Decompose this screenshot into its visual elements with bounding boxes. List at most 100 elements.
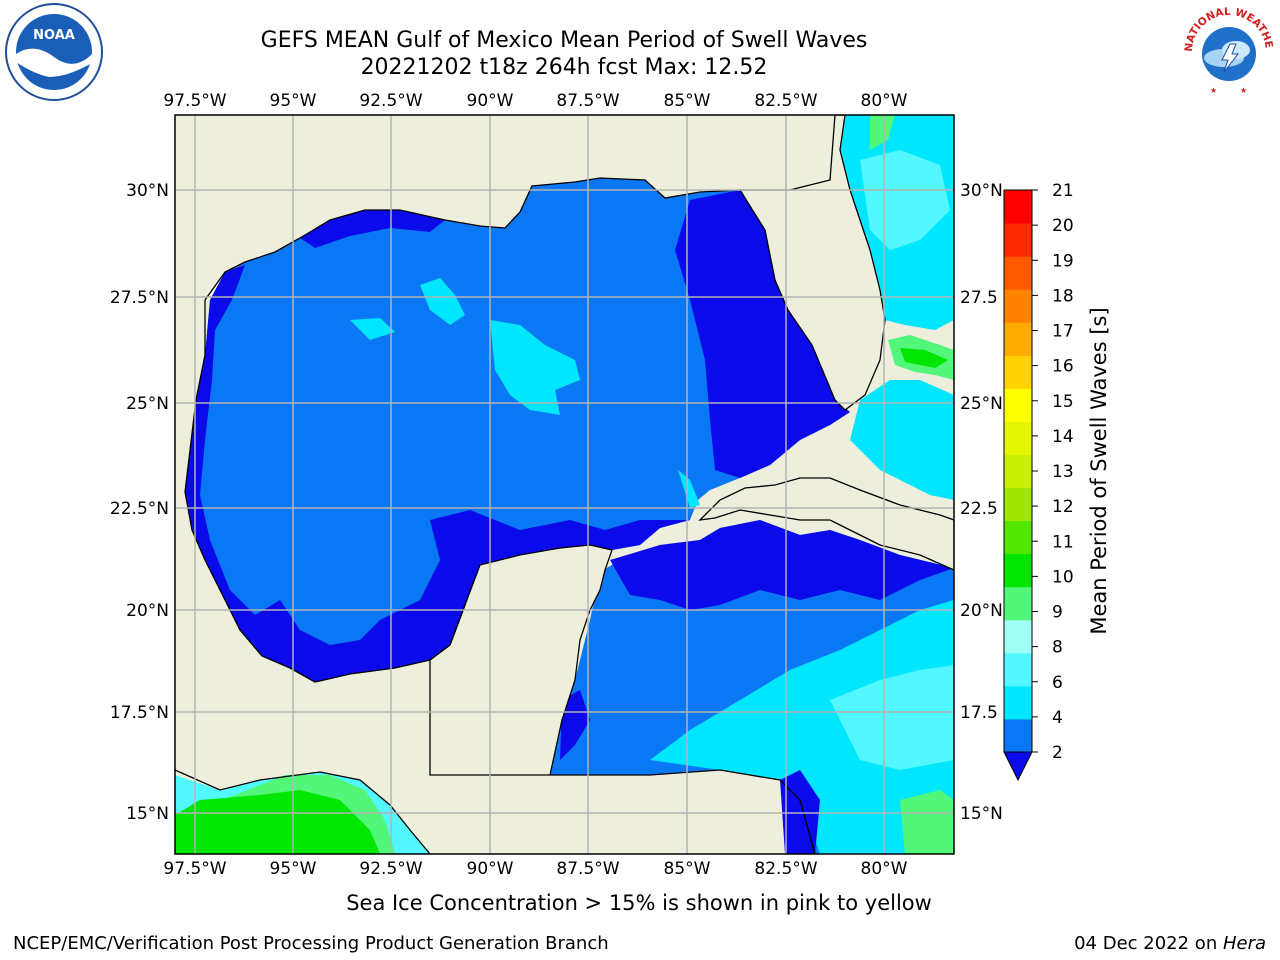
lon-labels-bottom: 97.5°W 95°W 92.5°W 90°W 87.5°W 85°W 82.5… [163,859,907,879]
cuba-land [698,477,954,571]
svg-text:★: ★ [1240,86,1247,95]
lat-labels-right: 30°N 27.5 25°N 22.5 20°N 17.5 15°N [960,181,1003,824]
pacific-bright-green [175,790,380,854]
lat-label: 20°N [960,601,1003,621]
colorbar-tick-label: 17 [1052,322,1074,342]
colorbar-segment [1004,289,1032,323]
colorbar-segment [1004,322,1032,356]
caribbean-dark [610,520,954,610]
lon-label: 90°W [467,859,514,879]
colorbar-tick-label: 13 [1052,462,1074,482]
gulf-dark-east [675,190,850,478]
lat-label: 30°N [960,181,1003,201]
colorbar-tick-label: 21 [1052,181,1074,201]
colorbar-segment [1004,652,1032,687]
map-subtitle: 20221202 t18z 264h fcst Max: 12.52 [360,55,768,80]
lat-label: 27.5°N [110,288,169,308]
nws-logo-icon: NATIONAL WEATHER SERVICE ★ ★ [1178,0,1275,98]
colorbar-segment [1004,520,1032,555]
atlantic-green [870,115,895,150]
lon-label: 92.5°W [359,859,422,879]
footer-host: Hera [1222,933,1266,954]
colorbar-segment [1004,190,1032,224]
caribbean-light [830,665,954,770]
footer-date: 04 Dec 2022 on Hera [1074,933,1266,954]
lat-label: 17.5°N [110,703,169,723]
svg-text:★: ★ [1210,86,1217,95]
lat-label: 25°N [126,394,169,414]
colorbar-segment [1004,454,1032,489]
colorbar-tick-label: 2 [1052,743,1063,763]
lon-label: 92.5°W [359,91,422,111]
colorbar-segment [1004,355,1032,389]
footer-branch: NCEP/EMC/Verification Post Processing Pr… [13,933,609,954]
lon-label: 90°W [467,91,514,111]
footer-date-text: 04 Dec 2022 on [1074,933,1223,954]
colorbar-segment [1004,685,1032,720]
colorbar-segments [1004,190,1032,753]
louisiana-coast [204,177,741,301]
lon-label: 95°W [270,91,317,111]
gulf-ocean [185,178,850,682]
gulf-cyan-strait [678,470,700,508]
caribbean-dark-south [780,770,820,854]
colorbar-tick-label: 16 [1052,357,1074,377]
lat-label: 15°N [960,804,1003,824]
caribbean-cyan [650,600,954,854]
florida-land [738,115,886,411]
colorbar-segment [1004,256,1032,290]
colorbar-segment [1004,619,1032,654]
colorbar-segment [1004,421,1032,455]
map-canvas [175,115,954,854]
colorbar-tick-label: 15 [1052,392,1074,412]
colorbar-segment [1004,718,1032,753]
lon-label: 85°W [664,859,711,879]
map-title: GEFS MEAN Gulf of Mexico Mean Period of … [260,28,868,53]
lon-label: 80°W [861,91,908,111]
gulf-cyan-center [490,320,580,415]
colorbar-tick-label: 6 [1052,673,1063,693]
colorbar-label: Mean Period of Swell Waves [s] [1087,307,1111,634]
caribbean-dark-sw [560,690,590,760]
colorbar-tick-label: 11 [1052,532,1074,552]
noaa-logo-text: NOAA [33,28,75,43]
colorbar-tick-label: 9 [1052,603,1063,623]
gulf-dark-north [300,210,445,248]
central-america-coast [175,769,816,854]
colorbar-tick-label: 19 [1052,251,1074,271]
map-frame [174,114,955,855]
lon-label: 97.5°W [163,859,226,879]
lon-label: 80°W [861,859,908,879]
colorbar-tick-label: 20 [1052,216,1074,236]
gridlines [175,115,954,854]
gulf-dark-west [185,265,690,682]
lon-label: 82.5°W [754,859,817,879]
bahamas-cyan [850,380,954,500]
lat-label: 27.5 [960,288,998,308]
caribbean-green [900,790,954,854]
sea-ice-note: Sea Ice Concentration > 15% is shown in … [346,891,932,915]
colorbar-segment [1004,223,1032,257]
lon-labels-top: 97.5°W 95°W 92.5°W 90°W 87.5°W 85°W 82.5… [163,91,907,111]
gulf-cyan-north [420,278,465,325]
lat-label: 25°N [960,394,1003,414]
lon-label: 85°W [664,91,711,111]
lat-label: 30°N [126,181,169,201]
noaa-logo-icon: NOAA [5,3,103,101]
colorbar-segment [1004,586,1032,621]
colorbar-tick-label: 10 [1052,567,1074,587]
bahamas-bright [900,348,948,368]
lat-label: 20°N [126,601,169,621]
colorbar-tick-label: 14 [1052,427,1074,447]
lon-label: 87.5°W [556,859,619,879]
atlantic-light [860,150,950,250]
colorbar-tick-label: 4 [1052,708,1063,728]
lat-label: 22.5 [960,499,998,519]
lon-label: 82.5°W [754,91,817,111]
mexico-coast [184,300,466,683]
colorbar-ticks: 2 4 6 8 9 10 11 12 13 14 15 16 17 18 19 20 21 [1032,181,1074,763]
colorbar-segment [1004,553,1032,588]
lat-label: 15°N [126,804,169,824]
lat-labels-left: 30°N 27.5°N 25°N 22.5°N 20°N 17.5°N 15°N [110,181,169,824]
